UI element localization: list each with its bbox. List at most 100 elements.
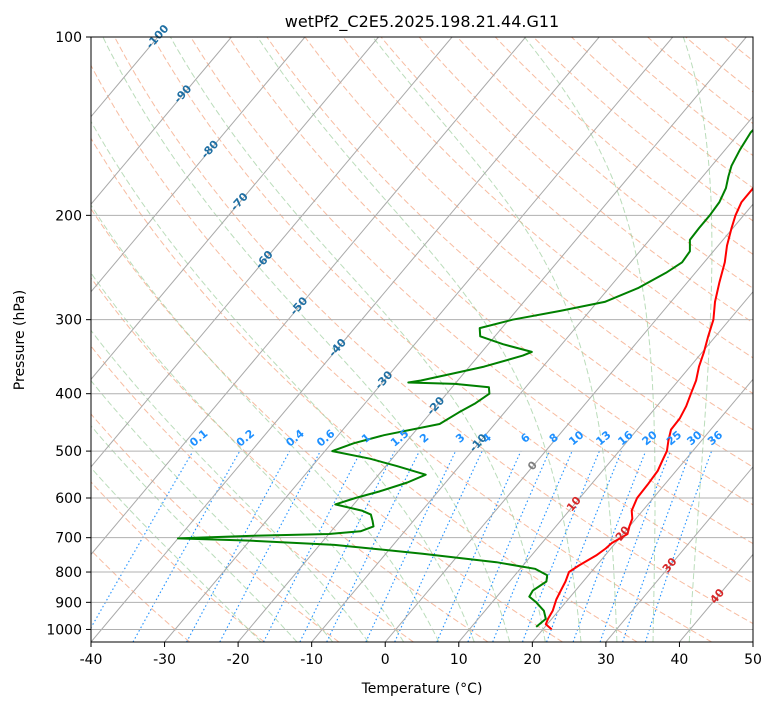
moist-adiabat [91,329,369,642]
isotherm [0,37,11,642]
dry-adiabat [91,208,563,642]
x-tick-label: -30 [153,652,176,668]
isotherm [605,466,753,642]
moist-adiabat [91,120,475,642]
mixing-ratio-line [644,450,713,642]
mixing-ratio-label: 6 [518,431,532,446]
x-tick-label: -20 [227,652,250,668]
temperature-line [544,186,753,631]
dry-adiabat [723,37,753,62]
dewpoint-line [177,128,753,628]
mixing-ratio-label: 0.2 [234,427,257,449]
isotherm [752,641,753,642]
plot-frame [90,36,754,643]
mixing-ratio-label: 8 [547,431,561,446]
x-tick-label: -40 [80,652,103,668]
moist-adiabat [91,379,334,642]
mixing-ratio-line [622,450,692,642]
mixing-ratio-line [91,450,194,629]
moist-adiabat [91,272,405,642]
dry-adiabat [571,37,753,189]
mixing-ratio-label: 16 [615,428,635,448]
x-tick-label: 20 [523,652,541,668]
x-tick-label: 0 [381,652,390,668]
isotherm [91,37,232,205]
dry-adiabat [91,345,414,642]
mixing-ratio-line [186,450,291,642]
mixing-ratio-label: 3 [453,431,467,446]
moist-adiabat [372,37,618,642]
chart-title: wetPf2_C2E5.2025.198.21.44.G11 [285,12,559,32]
inline-labels: 0.1 0.2 0.4 0.6 1 1.5 2 3 4 6 8 10 13 16 20 25 30 36-100-… [143,22,727,606]
mixing-ratio-label: 30 [684,428,704,448]
y-tick-label: 800 [55,565,82,581]
dry-adiabat [228,37,753,506]
moist-adiabat [91,425,298,642]
y-axis: 100 200 300 400 500 600 700 800 900 1000 [46,30,91,638]
isotherm [458,290,753,642]
y-tick-label: 300 [55,313,82,329]
moist-adiabat [169,37,546,642]
y-tick-label: 900 [55,595,82,611]
x-tick-label: 50 [744,652,762,668]
dry-adiabat [456,37,753,289]
moist-adiabat [257,37,582,642]
moist-adiabat [91,467,262,642]
dry-adiabat [91,137,638,642]
x-tick-label: 10 [450,652,468,668]
mixing-ratio-label: 10 [566,428,586,448]
isotherm [384,203,753,642]
mixing-ratio-line [436,450,522,642]
dry-adiabat [91,277,489,642]
y-tick-label: 1000 [46,622,82,638]
mixing-ratio-line [394,450,483,642]
x-axis-label: Temperature (°C) [361,681,483,697]
x-tick-label: -10 [300,652,323,668]
dry-adiabat [304,37,753,431]
y-axis-label: Pressure (hPa) [12,290,28,390]
dry-adiabat [91,481,265,642]
dry-adiabat [266,37,753,468]
dry-adiabat [609,37,753,157]
dry-adiabat [418,37,753,324]
mixing-ratio-label: 36 [705,428,725,448]
x-tick-label: 40 [671,652,689,668]
isotherm [91,37,527,556]
mixing-ratio-label: 20 [640,428,660,448]
mixing-ratio-line [546,450,623,642]
y-tick-label: 400 [55,387,82,403]
isotherm [91,37,600,642]
mixing-ratio-line [467,450,550,642]
y-tick-label: 100 [55,30,82,46]
mixing-ratio-line [299,450,396,642]
isotherm [91,37,453,468]
mixing-ratio-line [492,450,573,642]
mixing-ratio-line [599,450,671,642]
moist-adiabat [682,37,713,642]
moist-adiabat [102,37,511,642]
dry-adiabat [152,37,753,584]
dry-adiabat [190,37,753,545]
isotherm [311,115,753,642]
mixing-ratio-label: 2 [417,431,431,446]
dry-adiabat [342,37,753,395]
y-tick-label: 200 [55,208,82,224]
isotherm [679,553,753,642]
dry-adiabat [762,37,775,642]
mixing-ratio-line [365,450,457,642]
mixing-ratio-label: 0.4 [283,427,307,450]
y-tick-label: 600 [55,491,82,507]
background-lines [0,37,775,642]
moist-adiabat [91,204,440,642]
profile-lines [177,128,753,631]
dry-adiabat [380,37,753,359]
mixing-ratio-label: 13 [593,428,613,448]
mixing-ratio-line [132,450,241,642]
dry-adiabat [114,37,753,625]
x-axis: -40 -30 -20 -10 0 10 20 30 40 50 [80,642,762,668]
isotherm [164,37,674,642]
mixing-ratio-label: 1 [359,431,373,446]
x-tick-label: 30 [597,652,615,668]
isotherm [91,37,379,381]
